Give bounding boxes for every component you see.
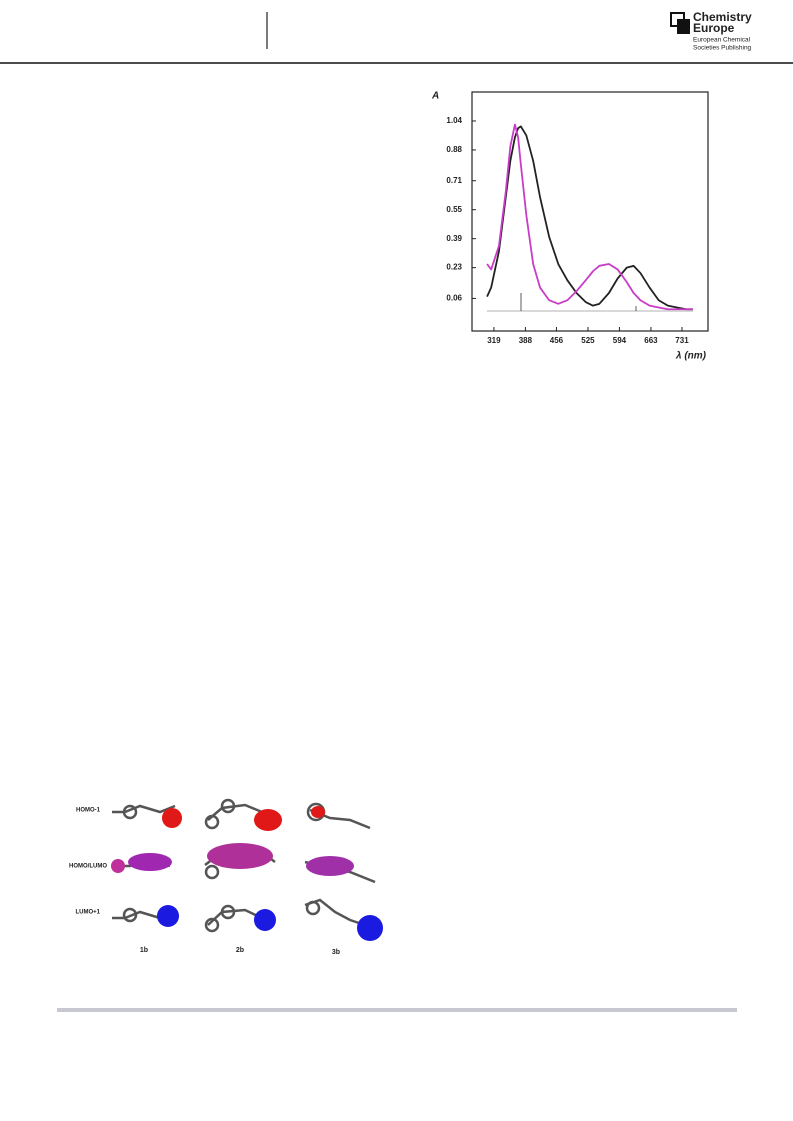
y-tick-label: 0.06 xyxy=(446,294,462,303)
logo xyxy=(670,12,690,34)
x-tick-label: 319 xyxy=(487,336,501,345)
x-tick-label: 731 xyxy=(675,336,689,345)
y-tick-label: 1.04 xyxy=(446,116,462,125)
series-line xyxy=(486,125,693,311)
orbital-lobes xyxy=(111,806,383,941)
brand-name: Chemistry xyxy=(693,10,752,24)
molecule-figure: HOMO-1 HOMO/LUMO LUMO+1 1b 2b 3b xyxy=(69,798,383,956)
brand-sub: Societies Publishing xyxy=(693,45,752,52)
column-label: 1b xyxy=(140,947,148,954)
series-line xyxy=(486,123,693,311)
plot-frame xyxy=(471,91,709,332)
x-tick-label: 525 xyxy=(581,336,595,345)
x-tick-label: 388 xyxy=(519,336,533,345)
y-tick-label: 0.88 xyxy=(446,145,462,154)
x-tick-label: 594 xyxy=(613,336,627,345)
y-tick-label: 0.39 xyxy=(446,234,462,243)
row-label: HOMO-1 xyxy=(76,808,101,814)
row-label: HOMO/LUMO xyxy=(69,864,107,870)
y-tick-label: 0.55 xyxy=(446,205,462,214)
y-tick-label: 0.23 xyxy=(446,263,462,272)
row-label: LUMO+1 xyxy=(75,910,100,916)
x-axis-label: λ (nm) xyxy=(675,351,707,362)
brand-sub: European Chemical xyxy=(693,37,751,44)
brand-name: Europe xyxy=(693,21,735,35)
chart: 0.06 0.23 0.39 0.55 0.71 0.88 1.04 319 388 456 525… xyxy=(446,116,693,345)
column-label: 3b xyxy=(332,949,340,956)
y-axis-label: A xyxy=(431,91,439,102)
y-tick-label: 0.71 xyxy=(446,176,462,185)
x-tick-label: 456 xyxy=(550,336,564,345)
column-label: 2b xyxy=(236,947,244,954)
x-tick-label: 663 xyxy=(644,336,658,345)
section-rule xyxy=(57,1008,737,1012)
